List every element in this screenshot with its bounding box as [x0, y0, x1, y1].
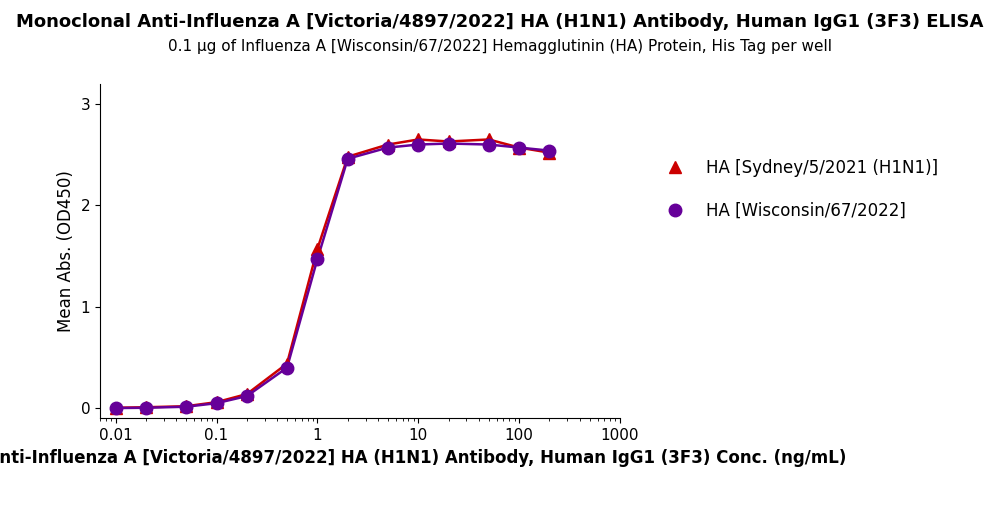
HA [Sydney/5/2021 (H1N1)] — [342, 154, 354, 160]
HA [Sydney/5/2021 (H1N1)] — [382, 141, 394, 147]
HA [Sydney/5/2021 (H1N1)] — [140, 404, 152, 411]
HA [Sydney/5/2021 (H1N1)] — [443, 139, 455, 145]
HA [Wisconsin/67/2022] — [513, 144, 525, 151]
HA [Wisconsin/67/2022] — [211, 400, 223, 406]
HA [Wisconsin/67/2022] — [443, 140, 455, 146]
HA [Sydney/5/2021 (H1N1)] — [543, 150, 555, 156]
Line: HA [Sydney/5/2021 (H1N1)]: HA [Sydney/5/2021 (H1N1)] — [109, 133, 556, 414]
HA [Wisconsin/67/2022] — [483, 141, 495, 147]
Y-axis label: Mean Abs. (OD450): Mean Abs. (OD450) — [57, 170, 75, 332]
HA [Wisconsin/67/2022] — [382, 144, 394, 151]
X-axis label: Monoclonal Anti-Influenza A [Victoria/4897/2022] HA (H1N1) Antibody, Human IgG1 : Monoclonal Anti-Influenza A [Victoria/48… — [0, 449, 846, 467]
HA [Wisconsin/67/2022] — [110, 405, 122, 411]
Text: Monoclonal Anti-Influenza A [Victoria/4897/2022] HA (H1N1) Antibody, Human IgG1 : Monoclonal Anti-Influenza A [Victoria/48… — [16, 13, 984, 31]
HA [Sydney/5/2021 (H1N1)] — [281, 360, 293, 367]
Text: 0.1 μg of Influenza A [Wisconsin/67/2022] Hemagglutinin (HA) Protein, His Tag pe: 0.1 μg of Influenza A [Wisconsin/67/2022… — [168, 39, 832, 54]
HA [Wisconsin/67/2022] — [342, 156, 354, 162]
HA [Sydney/5/2021 (H1N1)] — [180, 403, 192, 410]
HA [Sydney/5/2021 (H1N1)] — [110, 405, 122, 411]
HA [Sydney/5/2021 (H1N1)] — [211, 399, 223, 405]
HA [Wisconsin/67/2022] — [412, 141, 424, 147]
HA [Wisconsin/67/2022] — [241, 393, 253, 399]
HA [Sydney/5/2021 (H1N1)] — [513, 144, 525, 151]
HA [Wisconsin/67/2022] — [180, 404, 192, 410]
Line: HA [Wisconsin/67/2022]: HA [Wisconsin/67/2022] — [109, 137, 556, 414]
HA [Wisconsin/67/2022] — [543, 147, 555, 154]
HA [Wisconsin/67/2022] — [281, 365, 293, 371]
HA [Sydney/5/2021 (H1N1)] — [483, 137, 495, 143]
HA [Wisconsin/67/2022] — [140, 405, 152, 411]
Legend: HA [Sydney/5/2021 (H1N1)], HA [Wisconsin/67/2022]: HA [Sydney/5/2021 (H1N1)], HA [Wisconsin… — [654, 159, 938, 220]
HA [Sydney/5/2021 (H1N1)] — [311, 246, 323, 252]
HA [Wisconsin/67/2022] — [311, 256, 323, 263]
HA [Sydney/5/2021 (H1N1)] — [241, 391, 253, 397]
HA [Sydney/5/2021 (H1N1)] — [412, 137, 424, 143]
